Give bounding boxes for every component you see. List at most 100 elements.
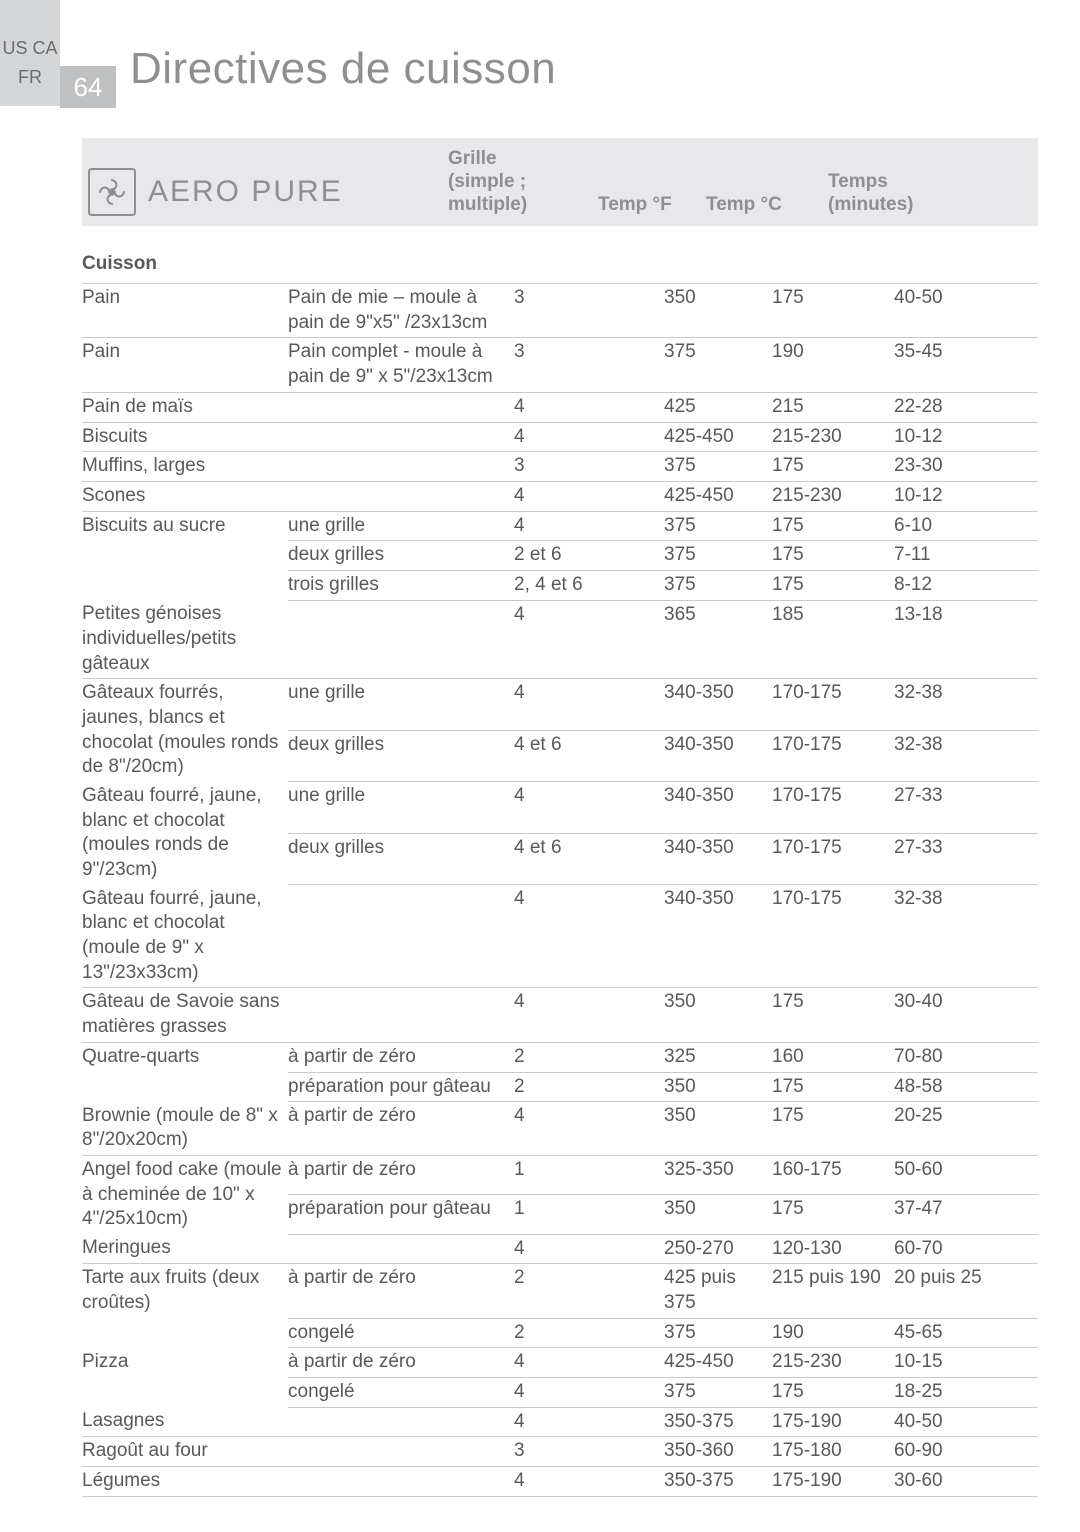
cell-temp-f: 425-450: [664, 481, 772, 511]
cell-time: 50-60: [894, 1156, 1038, 1195]
cell-time: 6-10: [894, 511, 1038, 541]
col-header-temp-c: Temp °C: [706, 194, 828, 217]
cell-variant: [288, 392, 514, 422]
table-row: Légumes4350-375175-19030-60: [82, 1467, 1038, 1497]
cell-time: 32-38: [894, 679, 1038, 731]
cell-variant: [288, 1467, 514, 1497]
cell-temp-c: 175: [772, 1195, 894, 1234]
cell-temp-c: 170-175: [772, 833, 894, 884]
table-row: Quatre-quartsà partir de zéro232516070-8…: [82, 1042, 1038, 1072]
cell-temp-f: 350-360: [664, 1437, 772, 1467]
cell-time: 40-50: [894, 284, 1038, 338]
cell-temp-f: 425-450: [664, 422, 772, 452]
cell-temp-c: 190: [772, 338, 894, 392]
cell-rack: 4: [514, 1407, 664, 1437]
cell-time: 8-12: [894, 570, 1038, 600]
table-row: Tarte aux fruits (deux croûtes)à partir …: [82, 1264, 1038, 1318]
cell-time: 60-70: [894, 1234, 1038, 1264]
page-title: Directives de cuisson: [130, 44, 556, 94]
cell-time: 70-80: [894, 1042, 1038, 1072]
cell-temp-f: 340-350: [664, 730, 772, 782]
page-number-box: 64: [60, 66, 116, 108]
cell-variant: à partir de zéro: [288, 1156, 514, 1195]
cell-temp-c: 215: [772, 392, 894, 422]
cell-temp-f: 375: [664, 570, 772, 600]
cell-time: 40-50: [894, 1407, 1038, 1437]
cell-variant: [288, 988, 514, 1042]
cell-time: 20-25: [894, 1102, 1038, 1156]
cell-variant: [288, 1437, 514, 1467]
cell-variant: [288, 481, 514, 511]
cell-rack: 4: [514, 1348, 664, 1378]
table-row: Gâteau fourré, jaune, blanc et chocolat …: [82, 782, 1038, 833]
cell-temp-f: 350: [664, 988, 772, 1042]
cell-variant: à partir de zéro: [288, 1264, 514, 1318]
cell-rack: 4: [514, 392, 664, 422]
tab-region-2: FR: [0, 67, 60, 88]
cell-temp-c: 215-230: [772, 481, 894, 511]
cell-temp-c: 170-175: [772, 885, 894, 988]
cell-temp-c: 160: [772, 1042, 894, 1072]
cell-variant: préparation pour gâteau: [288, 1072, 514, 1102]
table-row: Ragoût au four3350-360175-18060-90: [82, 1437, 1038, 1467]
col-header-temp-f: Temp °F: [598, 194, 706, 217]
cell-rack: 4 et 6: [514, 730, 664, 782]
cell-time: 10-15: [894, 1348, 1038, 1378]
cell-variant: [288, 422, 514, 452]
cell-food: Muffins, larges: [82, 452, 288, 482]
cell-temp-c: 170-175: [772, 782, 894, 833]
table-row: Pain de maïs442521522-28: [82, 392, 1038, 422]
cell-temp-f: 375: [664, 1318, 772, 1348]
cell-rack: 2: [514, 1318, 664, 1348]
cell-temp-c: 175: [772, 511, 894, 541]
cell-temp-c: 215-230: [772, 1348, 894, 1378]
mode-name: AERO PURE: [148, 175, 343, 209]
cell-food: Lasagnes: [82, 1407, 288, 1437]
cell-temp-f: 350: [664, 1102, 772, 1156]
col-header-time: Temps (minutes): [828, 171, 1032, 217]
cell-variant: préparation pour gâteau: [288, 1195, 514, 1234]
cell-variant: une grille: [288, 679, 514, 731]
cell-temp-f: 350-375: [664, 1467, 772, 1497]
cell-time: 30-60: [894, 1467, 1038, 1497]
cell-temp-c: 175: [772, 570, 894, 600]
cell-food: Pain de maïs: [82, 392, 288, 422]
cell-variant: à partir de zéro: [288, 1348, 514, 1378]
cell-temp-c: 185: [772, 600, 894, 679]
cell-food: Tarte aux fruits (deux croûtes): [82, 1264, 288, 1348]
cell-temp-f: 365: [664, 600, 772, 679]
cell-temp-f: 340-350: [664, 885, 772, 988]
cell-variant: [288, 600, 514, 679]
table-row: Biscuits4425-450215-23010-12: [82, 422, 1038, 452]
cell-temp-c: 120-130: [772, 1234, 894, 1264]
cell-food: Biscuits: [82, 422, 288, 452]
cell-variant: [288, 885, 514, 988]
table-row: Gâteau de Savoie sans matières grasses43…: [82, 988, 1038, 1042]
cell-food: Biscuits au sucre: [82, 511, 288, 600]
cell-temp-f: 250-270: [664, 1234, 772, 1264]
cell-food: Pain: [82, 338, 288, 392]
cell-time: 48-58: [894, 1072, 1038, 1102]
cell-time: 60-90: [894, 1437, 1038, 1467]
cell-rack: 4: [514, 1102, 664, 1156]
cell-temp-f: 350: [664, 1072, 772, 1102]
cell-rack: 2: [514, 1042, 664, 1072]
cell-time: 22-28: [894, 392, 1038, 422]
page-header: US CA FR 64 Directives de cuisson: [0, 0, 1080, 108]
cell-variant: deux grilles: [288, 833, 514, 884]
cell-temp-c: 215-230: [772, 422, 894, 452]
cell-variant: [288, 1234, 514, 1264]
cell-temp-f: 340-350: [664, 679, 772, 731]
cell-food: Quatre-quarts: [82, 1042, 288, 1101]
table-row: Gâteau fourré, jaune, blanc et chocolat …: [82, 885, 1038, 988]
cell-food: Gâteau de Savoie sans matières grasses: [82, 988, 288, 1042]
table-row: Meringues4250-270120-13060-70: [82, 1234, 1038, 1264]
cell-rack: 1: [514, 1195, 664, 1234]
table-row: Petites génoises individuelles/petits gâ…: [82, 600, 1038, 679]
cell-temp-f: 425-450: [664, 1348, 772, 1378]
cell-temp-c: 175: [772, 988, 894, 1042]
cell-variant: trois grilles: [288, 570, 514, 600]
cell-temp-f: 425 puis 375: [664, 1264, 772, 1318]
cell-variant: une grille: [288, 511, 514, 541]
cell-food: Brownie (moule de 8" x 8"/20x20cm): [82, 1102, 288, 1156]
